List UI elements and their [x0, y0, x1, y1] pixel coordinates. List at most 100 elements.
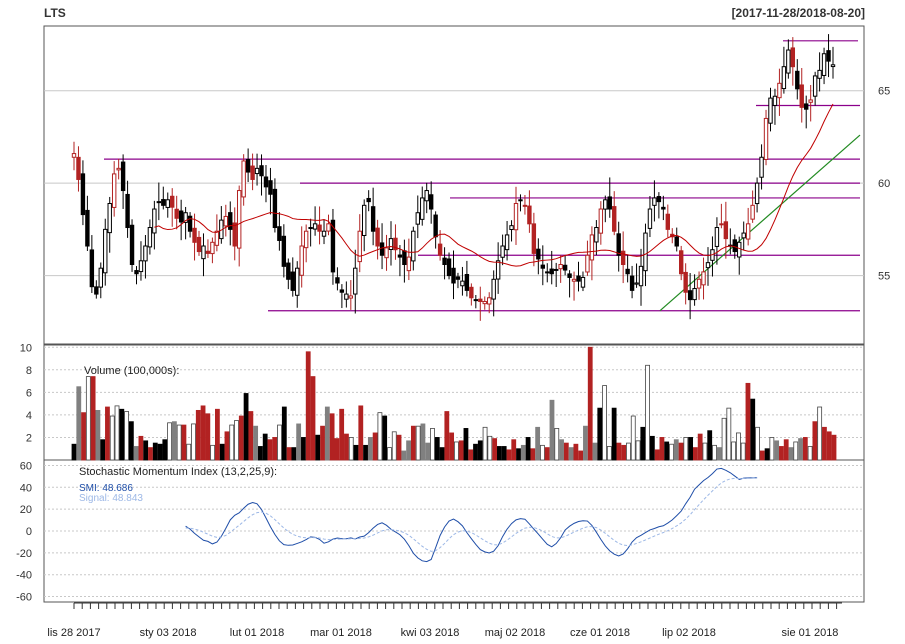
volume-bar — [559, 439, 564, 461]
volume-bar — [162, 439, 168, 461]
volume-bar — [745, 382, 751, 461]
candle-body — [683, 271, 688, 293]
candle-body — [125, 193, 130, 229]
volume-bar — [774, 440, 780, 461]
candle-body — [406, 256, 412, 272]
candle-body — [723, 221, 729, 240]
volume-bar — [831, 434, 837, 461]
candle-body — [598, 208, 604, 234]
candle-body — [652, 197, 657, 206]
candle-body — [612, 206, 617, 232]
candle-body — [442, 257, 447, 266]
candle-body — [187, 215, 193, 232]
candle-body — [745, 223, 751, 240]
volume-bar — [736, 432, 741, 461]
volume-bar — [401, 450, 407, 461]
candle-body — [620, 250, 626, 265]
candle-body — [393, 237, 398, 251]
volume-bar — [764, 448, 770, 461]
candle-body — [277, 226, 282, 241]
volume-bar — [516, 448, 521, 461]
candle-body — [170, 195, 175, 208]
candle-body — [312, 223, 318, 230]
volume-bar — [587, 346, 593, 461]
candle-body — [420, 197, 425, 220]
candle-body — [527, 205, 532, 225]
volume-bar — [501, 446, 507, 461]
volume-bar — [525, 437, 531, 461]
candle-body — [210, 241, 215, 255]
volume-bar — [109, 415, 115, 461]
candle-body — [705, 262, 711, 269]
volume-bar — [573, 443, 579, 461]
volume-bar — [640, 426, 646, 461]
volume-bar — [243, 393, 249, 461]
candle-body — [428, 194, 434, 210]
volume-bar — [219, 443, 225, 461]
volume-bar — [444, 411, 450, 461]
volume-bar — [363, 444, 368, 461]
candle-body — [576, 275, 581, 282]
volume-bar — [114, 405, 120, 461]
volume-bar — [535, 426, 541, 461]
volume-bar — [630, 415, 636, 461]
volume-bar — [688, 437, 694, 461]
volume-bar — [578, 450, 584, 461]
volume-bar — [382, 415, 388, 461]
candle-body — [616, 233, 621, 256]
candle-body — [589, 234, 595, 261]
candle-body — [553, 268, 559, 271]
volume-tick-label: 2 — [26, 432, 32, 444]
candle-body — [821, 53, 827, 76]
volume-bar — [702, 442, 708, 461]
candle-body — [478, 298, 483, 302]
signal-line — [185, 477, 758, 552]
candle-body — [103, 228, 108, 274]
volume-bar — [592, 442, 598, 461]
candle-body — [781, 66, 787, 90]
volume-bar — [678, 442, 684, 461]
candle-body — [286, 262, 291, 280]
candle-body — [808, 99, 813, 103]
volume-bar — [463, 428, 469, 461]
candle-body — [245, 158, 251, 173]
chart-symbol: LTS — [44, 6, 66, 20]
candle-body — [196, 236, 202, 253]
candle-body — [759, 156, 764, 178]
x-tick-label: sie 01 2018 — [782, 627, 839, 639]
candle-body — [487, 297, 492, 305]
volume-bar — [716, 447, 722, 461]
volume-bar — [755, 426, 760, 461]
volume-bar — [272, 437, 278, 461]
candle-body — [205, 250, 211, 254]
candle-body — [339, 289, 345, 293]
volume-bar — [750, 398, 756, 461]
volume-bar — [324, 406, 330, 461]
candle-body — [826, 50, 831, 62]
volume-bar — [712, 444, 717, 461]
candle-body — [495, 260, 501, 280]
volume-bar — [372, 432, 378, 461]
volume-bar — [520, 444, 526, 461]
candle-body — [696, 278, 702, 289]
candle-body — [152, 208, 157, 234]
candle-body — [281, 235, 287, 267]
moving-average-line — [154, 103, 834, 267]
volume-bar — [90, 376, 96, 461]
volume-bar — [329, 413, 335, 461]
volume-bar — [210, 444, 216, 461]
candle-body — [804, 103, 809, 110]
candle-body — [353, 267, 358, 295]
candle-body — [540, 264, 545, 269]
volume-bar — [583, 425, 588, 461]
volume-bar — [740, 442, 746, 461]
smi-line — [185, 467, 758, 563]
candle-body — [384, 247, 389, 259]
volume-bar — [119, 408, 125, 461]
volume-bar — [176, 424, 182, 461]
candle-body — [625, 268, 630, 275]
candle-body — [629, 275, 635, 291]
volume-bar — [807, 446, 813, 461]
volume-bar — [621, 444, 627, 461]
